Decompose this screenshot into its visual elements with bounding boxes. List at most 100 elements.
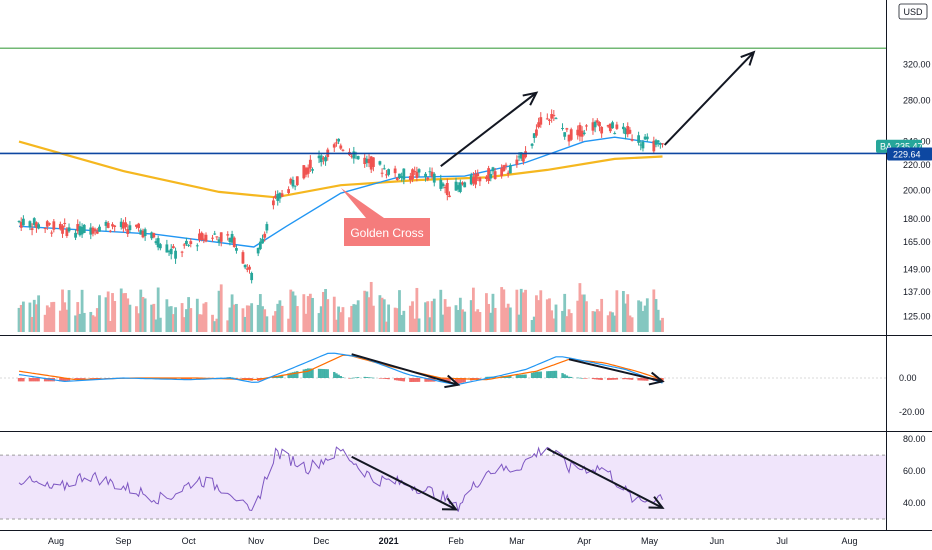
candle-body [241,252,245,264]
volume-bar [395,308,399,332]
candle-body [415,171,419,178]
candle [50,230,54,237]
volume-bar [211,314,214,332]
candle [585,124,588,131]
candle [448,191,451,198]
candle-body [613,133,617,135]
volume-bar [28,302,32,332]
candle-body [165,244,169,253]
horizontal-lines-layer[interactable] [0,47,886,155]
volume-bar [198,314,201,332]
callout-label: Golden Cross [350,226,423,240]
macd-histogram-bar [363,376,366,378]
candle [530,142,534,149]
candle [606,124,610,129]
price-arrows-layer[interactable] [440,50,756,167]
volume-bar [263,309,267,332]
candle [565,127,569,133]
macd-histogram-bar [411,378,414,382]
volume-bar [643,305,647,332]
trend-arrow-shaft [663,51,755,146]
rsi-tick-label: 60.00 [903,466,926,476]
candle [165,239,169,253]
candle-body [654,140,658,145]
divergence-arrow[interactable] [351,455,459,511]
candle-body [517,156,521,158]
time-tick-label: Nov [248,536,265,546]
candle [580,126,584,142]
price-axis[interactable]: 320.00280.00240.00220.00200.00180.00165.… [876,0,932,530]
volume-bar [500,287,504,332]
candle-body [539,117,543,125]
candle-body [643,136,647,140]
golden-cross-callout[interactable]: Golden Cross [340,187,430,246]
candle-body [645,136,649,140]
macd-pane[interactable] [0,352,886,389]
candle-body [189,241,193,245]
macd-tick-label: 0.00 [899,373,917,383]
trend-arrow[interactable] [440,91,539,167]
candle-body [58,223,62,230]
volume-bar [274,311,277,332]
volume-bar [189,308,193,332]
volume-bar [306,296,310,332]
price-pane[interactable]: Golden Cross [0,0,886,335]
candle [243,264,247,270]
candle-body [637,135,641,143]
rsi-pane[interactable] [0,446,886,520]
volume-bar [76,302,80,332]
candle [545,113,549,120]
candle-body [593,121,597,128]
volume-bar [93,316,97,332]
macd-histogram-bar [309,368,312,378]
price-tick-label: 200.00 [903,186,931,196]
candle-body [519,152,523,159]
candle [143,227,147,241]
macd-arrows-layer[interactable] [351,353,665,389]
volume-bar [319,306,323,332]
macd-histogram-bar [189,378,192,380]
macd-histogram-bar [417,378,421,382]
candle [487,165,491,184]
macd-histogram-bar [30,378,34,382]
candle-body [515,159,519,165]
macd-histogram-bar [537,371,540,378]
candle [415,166,419,182]
volume-bar [78,313,82,332]
divergence-arrow[interactable] [546,447,665,509]
price-tags: BA 235.47 229.64 [876,139,932,161]
candle-body [104,222,108,226]
volume-bar [82,312,86,332]
time-tick-label: Mar [509,536,525,546]
divergence-arrow[interactable] [351,353,461,389]
rsi-arrows-layer[interactable] [351,447,665,511]
volume-bar [471,287,475,332]
macd-histogram-bar [570,376,573,378]
volume-bar [204,302,208,332]
candle [608,123,612,133]
currency-badge[interactable]: USD [898,3,928,20]
macd-histogram-bar [398,378,401,381]
candle [211,234,214,242]
macd-histogram-bar [533,372,536,378]
volume-bar [158,317,162,332]
trend-arrow-head [522,91,539,106]
volume-bar [21,301,25,332]
divergence-arrow-shaft [351,455,457,511]
candle-body [474,173,477,185]
volume-bar [628,315,632,332]
macd-histogram-bar [446,378,449,383]
candle-body [448,195,451,198]
trend-arrow[interactable] [663,50,756,146]
candle [428,167,432,176]
volume-bar [180,303,184,332]
candle [641,139,645,152]
candle-body [230,233,234,243]
macd-histogram-bar [380,378,384,379]
candle-body [441,183,445,187]
volume-bar [443,299,447,332]
volume-bar [380,297,384,332]
time-axis[interactable]: Aug Sep Oct Nov Dec 2021 Feb Mar Apr May Jun Jul Aug [0,530,932,547]
divergence-arrow[interactable] [568,358,665,386]
